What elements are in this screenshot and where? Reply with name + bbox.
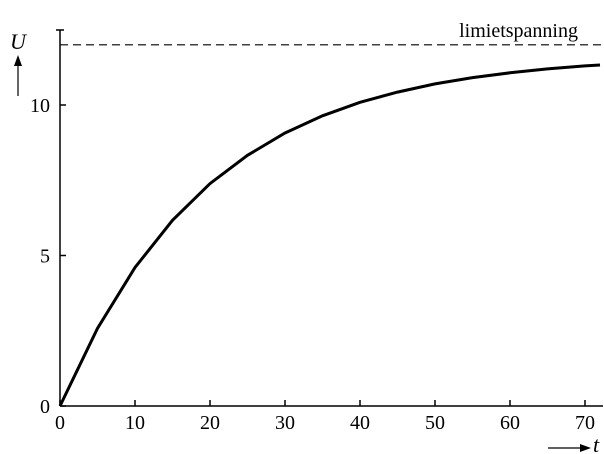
x-axis-label: t [593,432,600,454]
y-axis-label-group: U [10,29,28,96]
x-tick-label: 0 [55,412,65,434]
right-arrow-icon [580,444,591,452]
asymptote-label: limietspanning [459,20,578,42]
x-axis: 0 10 20 30 40 50 60 70 [55,400,603,434]
x-tick-label: 30 [275,412,295,434]
series-line [58,63,601,407]
x-axis-label-group: t [548,432,600,454]
y-tick-label: 5 [40,246,50,268]
x-tick-label: 20 [200,412,220,434]
y-tick-label: 0 [40,396,50,418]
x-tick-label: 50 [425,412,445,434]
y-tick-label: 10 [30,95,50,117]
x-tick-label: 10 [125,412,145,434]
y-axis: 0 5 10 [30,29,66,418]
up-arrow-icon [14,55,22,66]
x-tick-label: 60 [500,412,520,434]
y-axis-label: U [10,29,28,54]
x-tick-label: 40 [350,412,370,434]
x-tick-label: 70 [575,412,595,434]
